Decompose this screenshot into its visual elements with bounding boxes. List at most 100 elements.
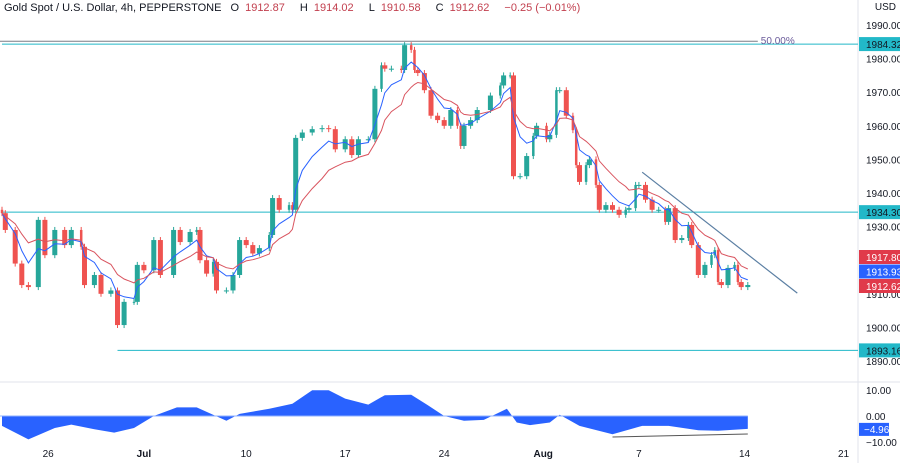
- candle: [649, 199, 655, 210]
- candle: [157, 240, 163, 275]
- candle: [291, 205, 294, 210]
- candle: [237, 240, 243, 275]
- candle: [716, 250, 720, 283]
- candle: [413, 49, 416, 71]
- ohlc-high: H 1914.02: [299, 2, 354, 14]
- candle: [456, 110, 459, 126]
- candle: [577, 165, 582, 182]
- candle: [42, 219, 48, 256]
- candle: [636, 184, 642, 186]
- candle: [195, 229, 198, 232]
- time-tick-label: 17: [340, 449, 352, 460]
- level-price-tag: [859, 205, 900, 220]
- ma-price-tag: [859, 279, 900, 293]
- time-tick-label: 14: [739, 449, 751, 460]
- candle: [511, 75, 516, 177]
- candle: [132, 301, 136, 303]
- candle: [365, 139, 371, 141]
- candle: [171, 229, 177, 275]
- candle: [141, 264, 147, 271]
- candle: [177, 229, 183, 243]
- candle: [332, 129, 338, 150]
- candle: [230, 274, 236, 291]
- candle: [68, 229, 74, 246]
- oscillator-tick-label: 10.00: [866, 386, 891, 397]
- candle: [501, 75, 507, 86]
- candle: [309, 129, 315, 133]
- candle: [415, 70, 421, 74]
- time-tick-label: Aug: [533, 449, 552, 460]
- oscillator-tick-label: −10.00: [866, 438, 897, 449]
- oscillator-area: [2, 390, 748, 440]
- candle: [299, 132, 305, 138]
- divergence-line: [612, 433, 748, 438]
- level-price-tag: [859, 37, 900, 52]
- candle: [474, 110, 480, 121]
- candle: [524, 156, 530, 177]
- candle: [197, 229, 203, 261]
- candle: [656, 209, 662, 211]
- level-price-label: 1934.30: [866, 208, 900, 219]
- time-tick-label: 7: [636, 449, 642, 460]
- price-tick-label: 1900.00: [866, 323, 900, 334]
- symbol-title[interactable]: Gold Spot / U.S. Dollar, 4h, PEPPERSTONE: [4, 2, 222, 14]
- ema-slow-line: [1, 81, 749, 284]
- candle: [545, 125, 548, 140]
- time-tick-label: 26: [43, 449, 55, 460]
- candle: [211, 261, 215, 274]
- candle: [435, 115, 441, 121]
- price-tick-label: 1990.00: [866, 21, 900, 32]
- candle: [459, 125, 462, 146]
- candle: [428, 90, 434, 116]
- candle: [643, 184, 648, 200]
- candle: [626, 208, 632, 210]
- candle: [402, 45, 408, 71]
- candle: [672, 208, 678, 241]
- fib-level-label: 50.00%: [761, 36, 795, 47]
- candle: [547, 134, 553, 140]
- candle: [555, 90, 558, 135]
- price-tick-label: 1950.00: [866, 155, 900, 166]
- candle: [270, 198, 276, 235]
- level-price-label: 1984.32: [866, 40, 900, 51]
- candle: [82, 246, 87, 286]
- price-tick-label: 1960.00: [866, 122, 900, 133]
- candle: [409, 45, 413, 50]
- candle: [517, 176, 523, 178]
- candle: [287, 205, 291, 210]
- ma-price-label: 1917.80: [866, 253, 900, 264]
- candle: [319, 128, 325, 130]
- level-price-label: 1893.16: [866, 346, 900, 357]
- candle: [738, 282, 744, 288]
- candle: [487, 95, 493, 111]
- candle: [664, 209, 667, 222]
- time-tick-label: 24: [439, 449, 451, 460]
- candle: [19, 263, 25, 286]
- candle: [134, 264, 140, 302]
- candle: [79, 229, 83, 247]
- ma-price-tag: [859, 250, 900, 264]
- candle: [380, 65, 383, 89]
- candle: [666, 208, 672, 222]
- ma-price-tag: [859, 264, 900, 279]
- chart-legend-header: Gold Spot / U.S. Dollar, 4h, PEPPERSTONE…: [4, 2, 586, 14]
- price-tick-label: 1890.00: [866, 357, 900, 368]
- ma-price-label: 1912.62: [866, 282, 900, 293]
- candle: [223, 290, 229, 292]
- candle: [326, 128, 332, 130]
- ohlc-low: L 1910.58: [368, 2, 421, 14]
- candle: [574, 130, 578, 166]
- price-tick-label: 1940.00: [866, 189, 900, 200]
- candle: [687, 224, 690, 239]
- candle: [616, 209, 622, 215]
- time-tick-label: 21: [838, 449, 850, 460]
- candle: [571, 115, 575, 131]
- candle: [214, 261, 219, 291]
- candle: [695, 245, 701, 275]
- candle: [534, 125, 540, 136]
- ohlc-close: C 1912.62: [435, 2, 490, 14]
- candle: [243, 240, 249, 246]
- currency-label[interactable]: USD: [874, 2, 896, 13]
- candle: [563, 90, 569, 116]
